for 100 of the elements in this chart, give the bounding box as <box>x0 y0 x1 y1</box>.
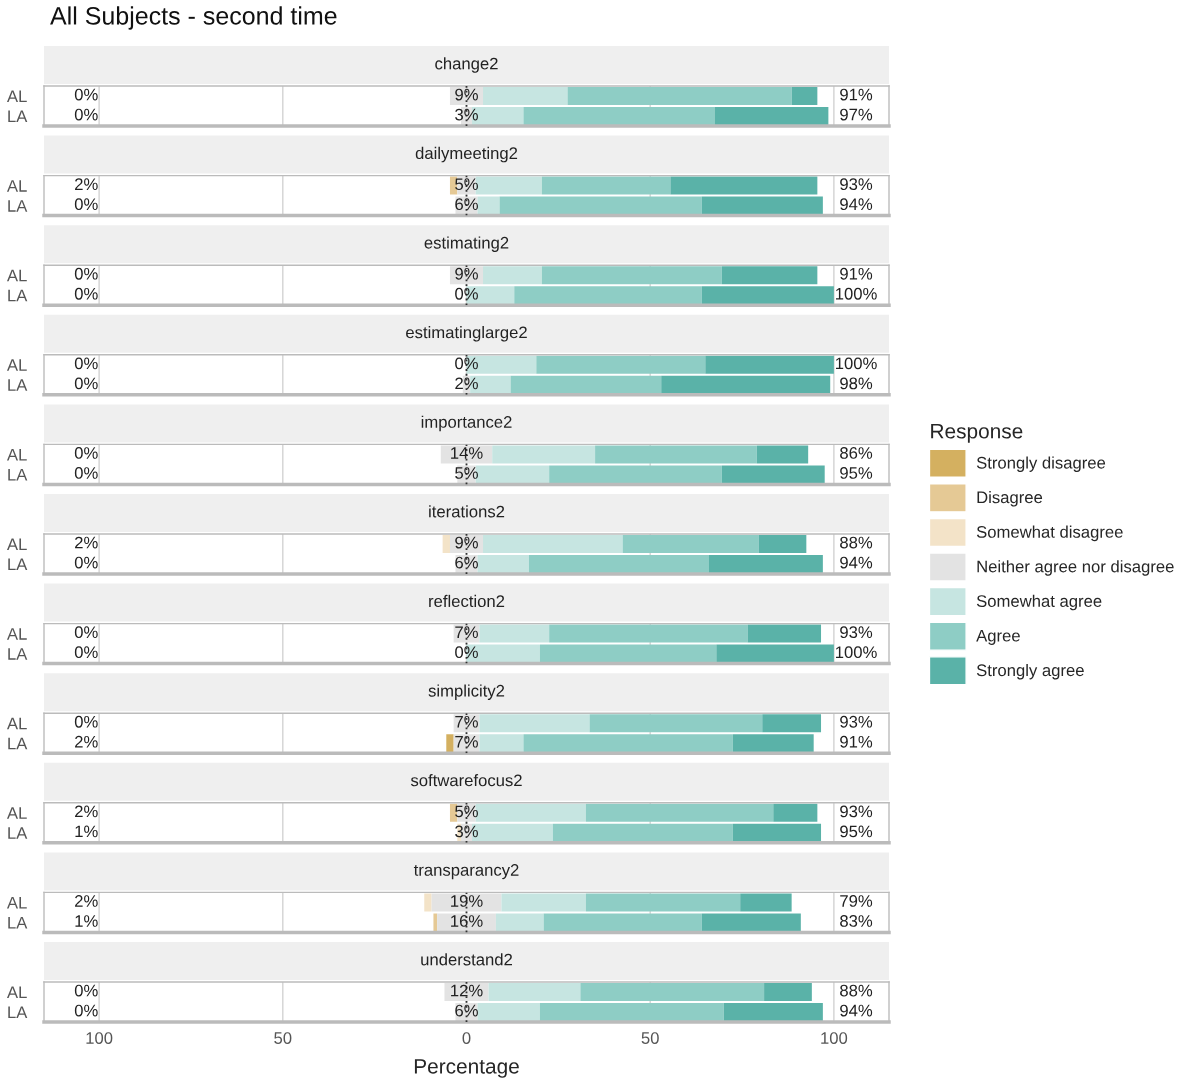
data-label: 0% <box>455 287 478 300</box>
y-tick-label: LA <box>8 379 28 391</box>
bar <box>773 803 818 822</box>
bar <box>708 555 823 573</box>
legend-label: Strongly agree <box>976 663 1084 680</box>
legend-label: Strongly disagree <box>976 456 1106 472</box>
annotation: 86% <box>840 447 873 459</box>
annotation: 79% <box>840 895 873 907</box>
legend-title: Response <box>931 424 1023 443</box>
y-tick-label: LA <box>8 468 28 481</box>
chart-subtitle: estimating2 <box>424 236 509 252</box>
y-tick-label: LA <box>8 1006 28 1019</box>
y-tick-label: AL <box>6 448 27 461</box>
bar <box>543 913 702 932</box>
annotation: 91% <box>840 735 873 748</box>
x-tick-label: 50 <box>641 1032 659 1044</box>
bar <box>477 196 500 215</box>
bar <box>721 465 825 484</box>
annotation: 0% <box>74 447 98 459</box>
y-tick-label: AL <box>6 269 27 282</box>
data-label: 5% <box>455 467 478 479</box>
y-tick-label: LA <box>8 110 28 123</box>
bar <box>501 893 586 912</box>
bar <box>732 823 822 842</box>
annotation: 1% <box>75 915 98 927</box>
data-label: 0% <box>455 357 478 370</box>
bar <box>714 107 829 125</box>
x-axis-title: Percentage <box>414 1059 519 1078</box>
bar <box>549 465 722 484</box>
bar <box>479 714 590 733</box>
bar <box>580 983 765 1001</box>
data-label: 5% <box>455 805 478 818</box>
bar <box>661 375 831 394</box>
bar <box>723 1003 823 1021</box>
data-label: 16% <box>451 915 483 927</box>
y-tick-label: AL <box>6 90 27 103</box>
bar <box>701 286 834 305</box>
bar <box>705 355 834 374</box>
bar <box>740 893 792 912</box>
annotation: 98% <box>840 377 873 390</box>
bar <box>446 734 454 753</box>
bar <box>514 286 702 305</box>
data-label: 0% <box>455 646 478 659</box>
bar <box>483 535 623 553</box>
data-label: 6% <box>455 556 478 569</box>
bar <box>791 87 818 105</box>
y-tick-label: AL <box>6 896 27 909</box>
data-label: 12% <box>451 984 483 997</box>
bar <box>523 107 715 125</box>
bar <box>479 624 550 643</box>
data-label: 14% <box>451 447 483 459</box>
legend-label: Neither agree nor disagree <box>977 560 1174 576</box>
x-tick-label: 100 <box>821 1032 848 1044</box>
annotation: 0% <box>74 984 98 997</box>
annotation: 88% <box>840 984 873 997</box>
y-tick-label: AL <box>6 986 27 999</box>
annotation: 0% <box>74 88 98 101</box>
bar <box>716 644 834 663</box>
legend-label: Agree <box>976 629 1020 645</box>
chart-subtitle: dailymeeting2 <box>415 146 518 163</box>
bar <box>499 196 702 215</box>
data-label: 9% <box>455 88 478 101</box>
data-label: 6% <box>455 1004 478 1017</box>
bar <box>747 624 822 643</box>
bar <box>483 87 568 105</box>
bar <box>595 445 757 464</box>
y-tick-label: LA <box>8 737 28 750</box>
bar <box>552 823 733 842</box>
annotation: 0% <box>74 626 98 639</box>
y-tick-label: AL <box>6 717 27 730</box>
bar <box>762 714 822 733</box>
data-label: 7% <box>455 626 478 639</box>
bar <box>539 644 717 663</box>
chart-subtitle: change2 <box>435 57 498 73</box>
data-label: 7% <box>455 715 478 728</box>
bar <box>589 714 763 733</box>
annotation: 93% <box>840 626 873 639</box>
annotation: 88% <box>840 536 873 549</box>
chart-subtitle: understand2 <box>421 953 512 966</box>
bar <box>488 983 581 1001</box>
data-label: 19% <box>451 895 483 907</box>
y-tick-label: LA <box>8 827 28 839</box>
annotation: 95% <box>840 467 873 479</box>
annotation: 1% <box>75 825 98 838</box>
annotation: 0% <box>74 108 98 121</box>
y-tick-label: AL <box>6 538 27 551</box>
bar <box>622 535 759 553</box>
annotation: 93% <box>840 715 873 728</box>
bar <box>433 913 438 932</box>
y-tick-label: LA <box>8 200 28 212</box>
chart-subtitle: simplicity2 <box>428 684 505 700</box>
bar <box>442 535 450 553</box>
annotation: 2% <box>75 536 98 549</box>
annotation: 0% <box>74 267 98 280</box>
bar <box>758 535 807 553</box>
annotation: 100% <box>836 646 877 659</box>
annotation: 0% <box>74 377 98 390</box>
y-tick-label: AL <box>6 807 27 819</box>
y-tick-label: AL <box>6 628 27 640</box>
bar <box>670 176 818 195</box>
